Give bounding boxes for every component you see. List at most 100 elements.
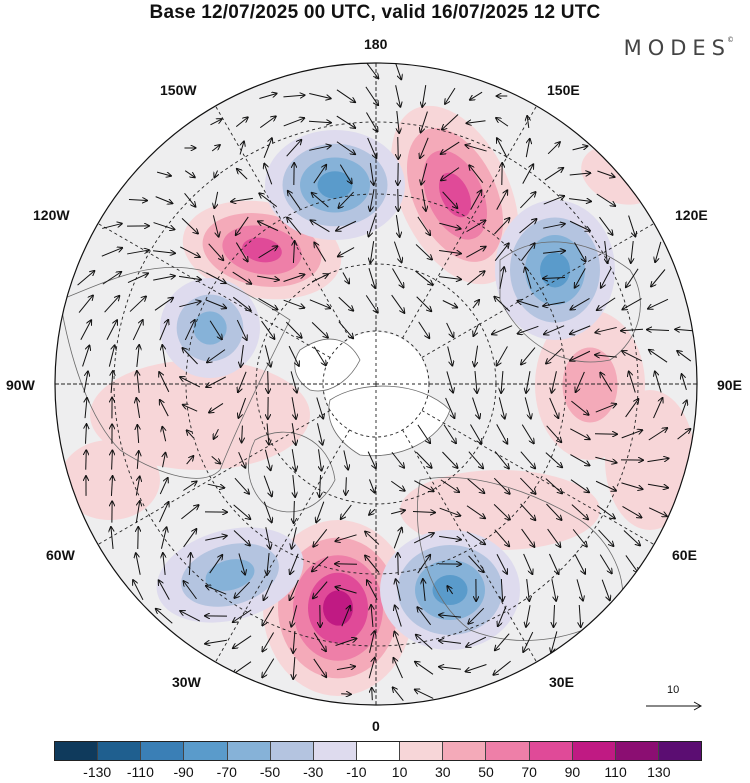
north-america-coast (59, 267, 291, 479)
wind-vector (233, 635, 252, 648)
wind-vector (341, 504, 352, 519)
meridian-line (215, 105, 350, 339)
colorbar-swatch (184, 742, 228, 760)
wind-vector (421, 189, 426, 211)
wind-vector (370, 189, 375, 211)
wind-vector (470, 91, 483, 100)
wind-vector (648, 507, 667, 516)
wind-vector (675, 329, 693, 330)
colorbar-tick-label: 30 (435, 764, 451, 780)
wind-vector (467, 271, 484, 286)
wind-vector (309, 93, 330, 98)
wind-vector (291, 423, 296, 445)
wind-vector (423, 579, 425, 601)
wind-vector (262, 632, 275, 652)
wind-vector (159, 320, 168, 341)
positive-anomaly (562, 347, 618, 423)
wind-vector (520, 451, 535, 469)
wind-vector (132, 320, 142, 341)
wind-vector (259, 93, 276, 100)
wind-vector (342, 272, 349, 284)
wind-vector (136, 398, 139, 419)
wind-vector (338, 247, 355, 257)
wind-vector (153, 222, 175, 230)
wind-vector (597, 297, 616, 310)
wind-vector (447, 586, 454, 595)
wind-vector (294, 500, 295, 523)
latitude-circle (113, 121, 639, 647)
wind-vector (137, 451, 138, 469)
wind-vector (85, 424, 86, 444)
wind-vector (597, 170, 614, 177)
wind-vector (292, 527, 297, 548)
wind-vector (267, 423, 269, 444)
lon-label-60e: 60E (672, 547, 697, 563)
wind-vector (523, 631, 534, 652)
wind-vector (521, 347, 536, 365)
wind-vector (319, 474, 320, 497)
wind-vector (599, 216, 612, 235)
wind-vector (367, 137, 377, 158)
wind-vector (493, 660, 511, 675)
wind-vector (395, 215, 399, 237)
wind-vector (156, 609, 173, 624)
wind-vector (207, 483, 225, 488)
wind-vector (238, 397, 247, 418)
wind-vector (621, 329, 644, 331)
wind-vector (439, 536, 461, 539)
wind-vector (180, 246, 200, 257)
meridian-line (421, 223, 655, 358)
wind-vector (336, 141, 355, 154)
wind-vector (521, 424, 534, 444)
lon-label-150e: 150E (547, 82, 580, 98)
negative-anomaly (205, 559, 255, 591)
wind-vector (473, 323, 480, 336)
wind-vector (187, 430, 194, 439)
wind-vector (104, 296, 120, 313)
wind-vector (156, 172, 171, 176)
wind-vector (625, 555, 638, 572)
wind-vector (313, 165, 326, 184)
wind-vector (622, 506, 642, 517)
wind-vector (413, 533, 434, 544)
wind-vector (446, 371, 453, 392)
anomaly-field (60, 105, 695, 696)
wind-vectors (77, 63, 693, 701)
wind-vector (319, 449, 322, 470)
wind-vector (368, 658, 375, 679)
latitude-circle (185, 193, 567, 575)
colorbar-swatch (615, 742, 659, 760)
wind-vector (365, 86, 378, 105)
wind-vector (214, 428, 219, 439)
wind-vector (391, 294, 405, 313)
wind-vector (136, 553, 141, 575)
wind-vector (262, 658, 275, 678)
lon-label-120w: 120W (33, 207, 70, 223)
wind-vector (336, 89, 355, 102)
wind-vector (309, 146, 331, 151)
wind-vector (186, 456, 194, 465)
wind-vector (262, 606, 275, 626)
wind-vector (133, 580, 144, 601)
wind-vector (545, 478, 562, 494)
wind-vector (576, 579, 583, 600)
lon-label-120e: 120E (675, 207, 708, 223)
wind-vector (367, 451, 376, 469)
wind-vector (543, 251, 565, 253)
wind-vector (569, 199, 591, 202)
wind-vector (522, 164, 533, 184)
wind-vector (395, 606, 402, 627)
wind-vector (179, 301, 200, 308)
wind-vector (365, 532, 380, 545)
wind-vector (285, 321, 301, 338)
wind-vector (442, 114, 459, 129)
wind-vector (179, 275, 201, 279)
colorbar-tick-label: 110 (604, 764, 627, 780)
wind-vector (417, 607, 432, 626)
wind-vector (371, 605, 373, 628)
wind-vector (521, 528, 535, 547)
wind-vector (311, 220, 330, 233)
colorbar-tick-label: -30 (303, 764, 324, 780)
wind-vector (543, 277, 566, 278)
lon-label-180: 180 (364, 36, 388, 52)
